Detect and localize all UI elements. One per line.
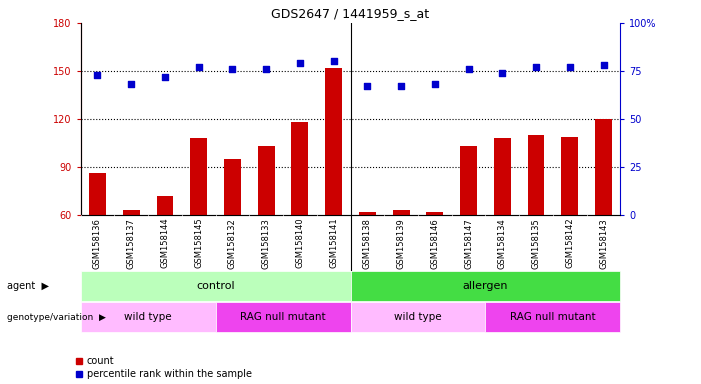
Text: GSM158133: GSM158133 [261, 218, 271, 269]
Point [497, 70, 508, 76]
Bar [426, 212, 443, 215]
Text: GSM158143: GSM158143 [599, 218, 608, 268]
Point [362, 83, 373, 89]
Point [531, 64, 542, 70]
Text: GSM158139: GSM158139 [397, 218, 406, 268]
Text: RAG null mutant: RAG null mutant [240, 312, 326, 322]
Text: GSM158145: GSM158145 [194, 218, 203, 268]
Bar [81, 302, 216, 332]
Point [463, 66, 474, 72]
Bar [224, 159, 241, 215]
Text: genotype/variation  ▶: genotype/variation ▶ [7, 313, 106, 322]
Text: GSM158134: GSM158134 [498, 218, 507, 268]
Text: wild type: wild type [124, 312, 172, 322]
Text: GSM158146: GSM158146 [430, 218, 440, 268]
Text: wild type: wild type [394, 312, 442, 322]
Bar [359, 212, 376, 215]
Text: GSM158141: GSM158141 [329, 218, 338, 268]
Bar [258, 146, 275, 215]
Bar [216, 302, 350, 332]
Title: GDS2647 / 1441959_s_at: GDS2647 / 1441959_s_at [271, 7, 430, 20]
Point [227, 66, 238, 72]
Text: control: control [196, 281, 235, 291]
Bar [485, 302, 620, 332]
Text: GSM158132: GSM158132 [228, 218, 237, 268]
Bar [562, 137, 578, 215]
Text: RAG null mutant: RAG null mutant [510, 312, 596, 322]
Text: agent  ▶: agent ▶ [7, 281, 49, 291]
Text: GSM158140: GSM158140 [295, 218, 304, 268]
Text: allergen: allergen [463, 281, 508, 291]
Bar [350, 302, 485, 332]
Text: GSM158138: GSM158138 [363, 218, 372, 269]
Point [429, 81, 440, 88]
Point [125, 81, 137, 88]
Point [294, 60, 306, 66]
Point [193, 64, 204, 70]
Point [598, 62, 609, 68]
Bar [350, 271, 620, 301]
Point [159, 74, 170, 80]
Point [328, 58, 339, 65]
Text: GSM158147: GSM158147 [464, 218, 473, 268]
Point [92, 72, 103, 78]
Text: GSM158142: GSM158142 [565, 218, 574, 268]
Point [261, 66, 272, 72]
Bar [460, 146, 477, 215]
Bar [393, 210, 409, 215]
Legend: count, percentile rank within the sample: count, percentile rank within the sample [75, 356, 252, 379]
Bar [595, 119, 612, 215]
Bar [325, 68, 342, 215]
Point [564, 64, 576, 70]
Bar [156, 196, 173, 215]
Point [395, 83, 407, 89]
Bar [81, 271, 350, 301]
Bar [494, 138, 511, 215]
Text: GSM158144: GSM158144 [161, 218, 170, 268]
Text: GSM158135: GSM158135 [531, 218, 540, 268]
Text: GSM158137: GSM158137 [127, 218, 136, 269]
Bar [123, 210, 139, 215]
Bar [292, 122, 308, 215]
Text: GSM158136: GSM158136 [93, 218, 102, 269]
Bar [190, 138, 207, 215]
Bar [89, 174, 106, 215]
Bar [528, 135, 545, 215]
